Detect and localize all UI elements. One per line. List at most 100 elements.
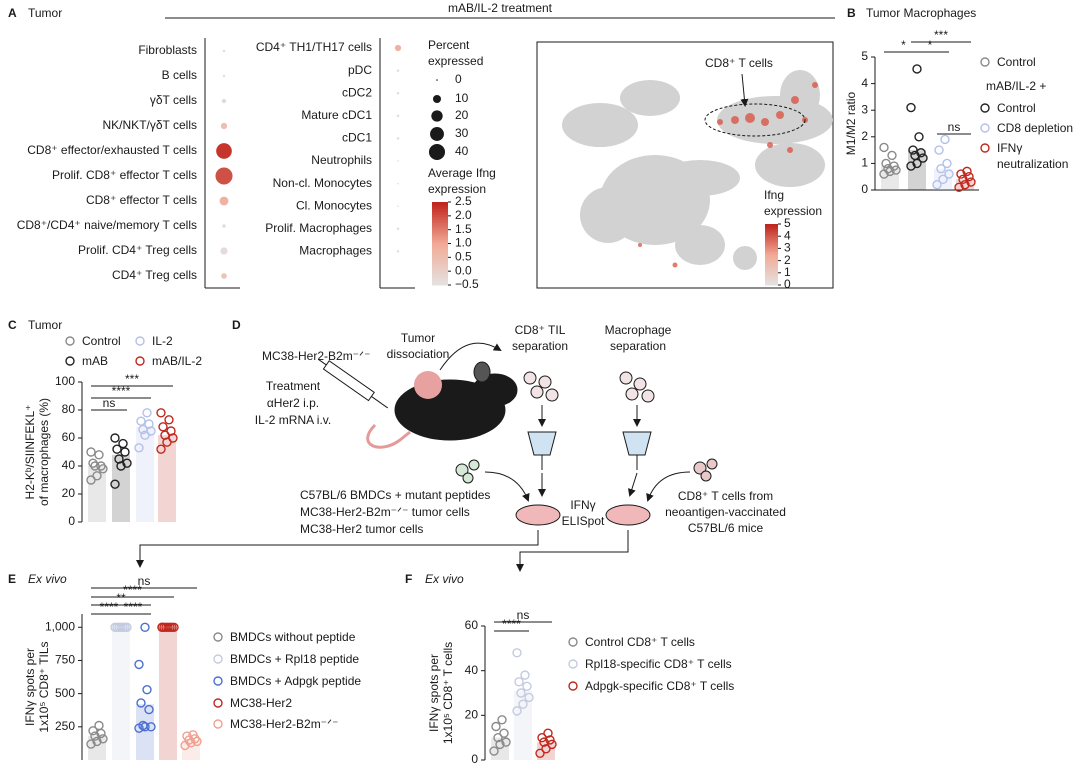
colorbar-label: 0 — [784, 277, 791, 291]
y-axis-label: H2-Kᵇ/SIINFEKL⁺ — [23, 405, 37, 500]
legend-label: CD8 depletion — [997, 121, 1074, 135]
colorbar-step — [765, 274, 778, 277]
row-label: Fibroblasts — [138, 43, 197, 57]
size-key-label: 30 — [455, 126, 469, 140]
mean-bar — [908, 150, 926, 190]
data-point — [90, 731, 100, 741]
data-point — [112, 622, 122, 632]
colorbar-label: 3 — [784, 241, 791, 255]
data-point — [501, 737, 511, 747]
treatment-line: αHer2 i.p. — [267, 396, 319, 410]
legend-marker — [980, 57, 990, 67]
data-point — [86, 447, 96, 457]
colorbar-step — [432, 233, 448, 236]
data-point — [918, 153, 928, 163]
data-point — [936, 164, 946, 174]
legend-label: IL-2 — [152, 334, 173, 348]
data-point — [164, 415, 174, 425]
legend-label: Control CD8⁺ T cells — [585, 635, 695, 649]
panel-title: Ex vivo — [28, 572, 67, 586]
data-point — [934, 145, 944, 155]
data-point — [522, 681, 532, 691]
expression-dot — [397, 205, 399, 208]
colorbar-step — [765, 248, 778, 251]
data-point — [516, 688, 526, 698]
panel-title: Ex vivo — [425, 572, 464, 586]
legend-marker — [65, 336, 75, 346]
expression-dot — [219, 196, 229, 206]
colorbar-step — [765, 251, 778, 254]
data-point — [493, 732, 503, 743]
colorbar-step — [432, 226, 448, 230]
legend-label: BMDCs + Adpgk peptide — [230, 674, 362, 688]
y-tick-label: 2 — [861, 129, 868, 143]
data-point — [96, 461, 106, 471]
expression-dot — [397, 182, 399, 185]
y-tick-label: 0 — [471, 752, 478, 766]
data-point — [912, 64, 922, 74]
significance-label: * — [928, 38, 933, 52]
row-label: cDC2 — [342, 85, 372, 99]
data-point — [110, 433, 120, 443]
row-label: Mature cDC1 — [301, 108, 372, 122]
data-point — [158, 422, 168, 432]
data-point — [938, 174, 948, 185]
legend-marker — [213, 632, 223, 642]
colorbar-step — [432, 204, 448, 207]
step-label: CD8⁺ TIL separation — [511, 323, 569, 353]
row-label: cDC1 — [342, 131, 372, 145]
data-point — [98, 464, 108, 474]
data-point — [491, 721, 501, 732]
mean-bar — [112, 454, 130, 522]
data-point — [539, 737, 549, 747]
panel-title: Tumor — [28, 318, 62, 332]
y-tick-label: 750 — [55, 653, 75, 667]
colorbar-step — [765, 277, 778, 280]
y-tick-label: 20 — [465, 708, 479, 722]
legend-marker — [135, 356, 145, 366]
data-point — [881, 158, 891, 169]
expression-dot — [222, 224, 226, 228]
colorbar-step — [765, 234, 778, 237]
significance-label: **** — [112, 384, 131, 398]
expression-dot — [397, 160, 399, 162]
row-label: NK/NKT/γδT cells — [103, 118, 197, 132]
data-point — [960, 179, 970, 190]
mean-bar — [514, 690, 532, 760]
legend-label: MC38-Her2-B2m⁻ᐟ⁻ — [230, 717, 339, 731]
colorbar-step — [432, 241, 448, 244]
colorbar-step — [432, 216, 448, 220]
colorbar-step — [432, 282, 448, 286]
colorbar-step — [432, 231, 448, 234]
legend-label: BMDCs without peptide — [230, 630, 356, 644]
y-tick-label: 0 — [68, 514, 75, 528]
data-point — [134, 659, 144, 670]
colorbar-step — [432, 262, 448, 265]
colorbar-label: 1.0 — [455, 236, 472, 250]
colorbar-step — [765, 242, 778, 245]
colorbar-step — [432, 249, 448, 253]
colorbar-label: 2.5 — [455, 194, 472, 208]
colorbar-step — [765, 240, 778, 243]
expression-dot — [220, 122, 228, 130]
y-tick-label: 60 — [465, 618, 479, 632]
y-axis-label: M1/M2 ratio — [844, 92, 858, 156]
legend-marker — [213, 654, 223, 664]
expression-dot — [396, 250, 400, 253]
significance-label: **** — [124, 600, 143, 614]
row-label: CD8⁺/CD4⁺ naive/memory T cells — [17, 218, 197, 232]
expression-dot — [215, 167, 233, 185]
significance-label: * — [901, 38, 906, 52]
data-point — [495, 739, 505, 750]
step-label: IFNγ ELISpot — [561, 498, 605, 528]
data-point — [537, 732, 547, 743]
legend-label: Adpgk-specific CD8⁺ T cells — [585, 679, 735, 693]
colorbar-label: 1 — [784, 265, 791, 279]
colorbar-step — [765, 283, 778, 286]
y-tick-label: 60 — [62, 430, 76, 444]
y-axis-label: 1x10⁵ CD8⁺ T cells — [441, 642, 455, 744]
data-point — [92, 736, 102, 747]
y-tick-label: 20 — [62, 486, 76, 500]
colorbar-step — [765, 231, 778, 234]
